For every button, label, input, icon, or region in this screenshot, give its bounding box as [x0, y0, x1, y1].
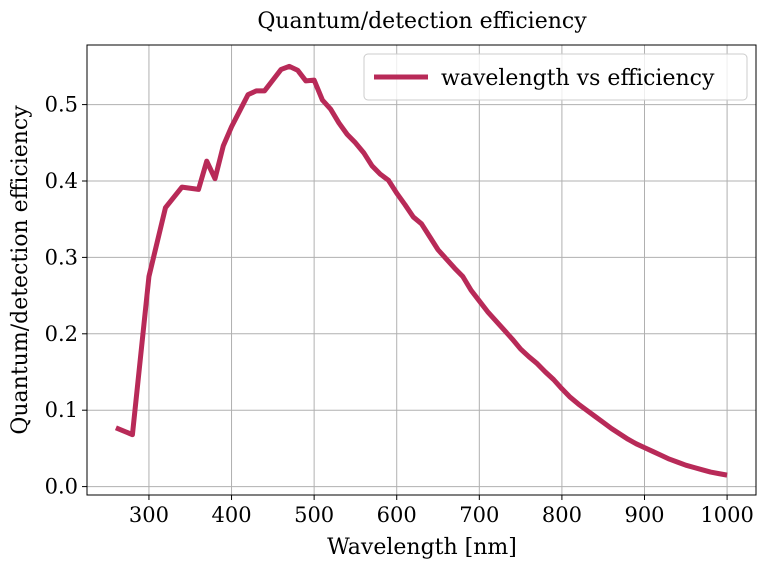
- plot-frame: [86, 44, 757, 496]
- x-tick-label: 900: [624, 503, 664, 527]
- x-axis-label: Wavelength [nm]: [327, 535, 517, 560]
- x-axis-ticks: 300 400 500 600 700 800 900 1000: [129, 495, 754, 527]
- x-tick-label: 400: [211, 503, 251, 527]
- y-tick-label: 0.0: [45, 475, 78, 499]
- y-tick-label: 0.5: [45, 93, 78, 117]
- x-tick-label: 500: [294, 503, 334, 527]
- legend-label: wavelength vs efficiency: [441, 66, 715, 91]
- y-tick-label: 0.4: [45, 169, 78, 193]
- legend: wavelength vs efficiency: [363, 53, 748, 101]
- legend-box: [363, 53, 748, 101]
- chart-title: Quantum/detection efficiency: [257, 9, 587, 34]
- x-tick-label: 700: [459, 503, 499, 527]
- x-tick-label: 600: [377, 503, 417, 527]
- x-tick-label: 1000: [700, 503, 753, 527]
- y-tick-label: 0.1: [45, 398, 78, 422]
- grid: [87, 45, 756, 495]
- series-group: [114, 63, 728, 478]
- y-tick-label: 0.3: [45, 245, 78, 269]
- y-tick-label: 0.2: [45, 322, 78, 346]
- y-axis-label: Quantum/detection efficiency: [8, 105, 33, 435]
- y-axis-ticks: 0.0 0.1 0.2 0.3 0.4 0.5: [45, 93, 87, 499]
- x-tick-label: 300: [129, 503, 169, 527]
- x-tick-label: 800: [542, 503, 582, 527]
- series-line: [114, 63, 728, 478]
